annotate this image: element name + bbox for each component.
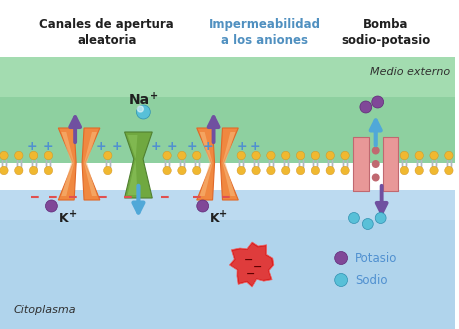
Polygon shape xyxy=(127,135,137,195)
Circle shape xyxy=(252,151,260,160)
Text: Bomba
sodio-potasio: Bomba sodio-potasio xyxy=(340,18,429,47)
Circle shape xyxy=(281,151,289,160)
Text: +: + xyxy=(219,209,227,219)
Circle shape xyxy=(399,166,408,175)
Circle shape xyxy=(45,200,57,212)
Circle shape xyxy=(296,151,304,160)
Polygon shape xyxy=(229,242,273,287)
Text: Canales de apertura
aleatoria: Canales de apertura aleatoria xyxy=(39,18,174,47)
Polygon shape xyxy=(196,128,214,200)
Circle shape xyxy=(311,151,319,160)
Circle shape xyxy=(334,251,347,265)
Circle shape xyxy=(29,166,38,175)
Text: +: + xyxy=(166,140,177,154)
Text: +: + xyxy=(249,140,260,154)
Bar xyxy=(0,190,454,329)
Bar xyxy=(0,57,454,97)
Circle shape xyxy=(192,166,201,175)
Circle shape xyxy=(44,166,52,175)
Circle shape xyxy=(325,166,334,175)
Circle shape xyxy=(103,166,112,175)
Circle shape xyxy=(399,151,408,160)
Text: −: − xyxy=(243,255,252,265)
Circle shape xyxy=(177,166,186,175)
Text: K: K xyxy=(59,212,69,224)
Text: +: + xyxy=(26,140,37,154)
Circle shape xyxy=(162,151,171,160)
Circle shape xyxy=(252,166,260,175)
Polygon shape xyxy=(222,132,235,196)
Circle shape xyxy=(359,101,371,113)
Circle shape xyxy=(177,151,186,160)
Text: +: + xyxy=(150,91,158,101)
Polygon shape xyxy=(61,132,74,196)
Circle shape xyxy=(15,166,23,175)
Circle shape xyxy=(266,151,274,160)
Text: Na: Na xyxy=(128,93,149,107)
Bar xyxy=(0,190,454,220)
Circle shape xyxy=(371,146,379,155)
Circle shape xyxy=(192,151,201,160)
Text: −: − xyxy=(252,262,261,272)
Circle shape xyxy=(0,166,8,175)
Text: +: + xyxy=(151,140,161,154)
Circle shape xyxy=(15,151,23,160)
Circle shape xyxy=(236,166,245,175)
Text: +: + xyxy=(236,140,247,154)
Circle shape xyxy=(414,151,422,160)
Text: +: + xyxy=(69,209,77,219)
Circle shape xyxy=(266,166,274,175)
Circle shape xyxy=(136,105,150,119)
Circle shape xyxy=(103,151,112,160)
Circle shape xyxy=(429,151,437,160)
Text: +: + xyxy=(202,140,213,154)
Text: Citoplasma: Citoplasma xyxy=(13,305,76,315)
Circle shape xyxy=(281,166,289,175)
Circle shape xyxy=(196,200,208,212)
Circle shape xyxy=(371,173,379,182)
Circle shape xyxy=(371,160,379,168)
Text: K: K xyxy=(209,212,219,224)
Circle shape xyxy=(340,151,348,160)
Text: +: + xyxy=(111,140,122,154)
Polygon shape xyxy=(199,132,212,196)
Circle shape xyxy=(311,166,319,175)
Text: +: + xyxy=(186,140,197,154)
Text: Potasio: Potasio xyxy=(354,251,397,265)
Circle shape xyxy=(444,166,452,175)
Text: Medio externo: Medio externo xyxy=(369,67,449,77)
Polygon shape xyxy=(58,128,76,200)
Circle shape xyxy=(444,151,452,160)
Circle shape xyxy=(325,151,334,160)
Polygon shape xyxy=(352,137,368,191)
Circle shape xyxy=(236,151,245,160)
Circle shape xyxy=(296,166,304,175)
Circle shape xyxy=(137,106,143,112)
Circle shape xyxy=(340,166,348,175)
Polygon shape xyxy=(220,128,238,200)
Text: Impermeabilidad
a los aniones: Impermeabilidad a los aniones xyxy=(208,18,320,47)
Text: +: + xyxy=(95,140,106,154)
Polygon shape xyxy=(231,244,272,285)
Circle shape xyxy=(44,151,52,160)
Circle shape xyxy=(162,166,171,175)
Text: −: − xyxy=(245,269,254,279)
Circle shape xyxy=(334,273,347,287)
Polygon shape xyxy=(84,132,97,196)
Polygon shape xyxy=(82,128,100,200)
Circle shape xyxy=(371,96,383,108)
Bar xyxy=(0,57,454,163)
Circle shape xyxy=(0,151,8,160)
Circle shape xyxy=(429,166,437,175)
Text: +: + xyxy=(42,140,53,154)
Polygon shape xyxy=(382,137,397,191)
Circle shape xyxy=(29,151,38,160)
Circle shape xyxy=(414,166,422,175)
Polygon shape xyxy=(124,132,152,198)
Text: Sodio: Sodio xyxy=(354,273,386,287)
Circle shape xyxy=(348,213,358,223)
Circle shape xyxy=(362,218,372,230)
Circle shape xyxy=(375,213,385,223)
